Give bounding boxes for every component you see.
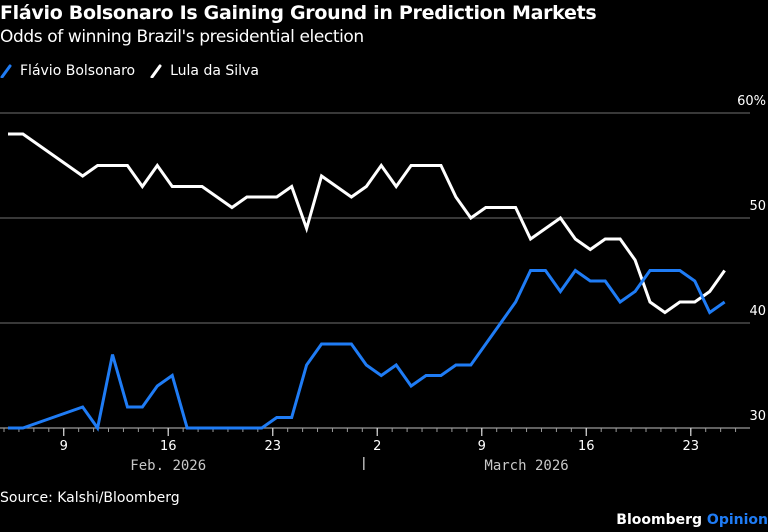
- legend-label-flavio: Flávio Bolsonaro: [20, 63, 136, 79]
- legend: Flávio Bolsonaro Lula da Silva: [0, 63, 274, 79]
- month-label: March 2026: [484, 458, 568, 474]
- brand-logo: Bloomberg Opinion: [616, 512, 768, 528]
- line-chart: 30 40 50 60% 9 16 23 2 9 16 23 Feb. 2026 March 2026: [0, 94, 766, 474]
- x-tick-label: 16: [160, 439, 177, 454]
- chart-subtitle: Odds of winning Brazil's presidential el…: [0, 27, 364, 47]
- legend-label-lula: Lula da Silva: [170, 63, 259, 79]
- x-tick-label: 9: [478, 439, 486, 454]
- brand-accent: Opinion: [706, 512, 768, 528]
- source-note: Source: Kalshi/Bloomberg: [0, 490, 180, 506]
- month-label: Feb. 2026: [130, 458, 206, 474]
- y-tick-label-30: 30: [749, 409, 766, 424]
- x-axis: [0, 427, 750, 470]
- label-layer: 30 40 50 60% 9 16 23 2 9 16 23 Feb. 2026 March 2026: [60, 94, 766, 474]
- legend-swatch-lula-icon: [150, 64, 162, 78]
- x-tick-label: 23: [683, 439, 700, 454]
- series-line-lula: [8, 132, 726, 315]
- legend-item-lula: Lula da Silva: [150, 63, 259, 79]
- x-tick-label: 2: [373, 439, 381, 454]
- x-tick-label: 16: [578, 439, 595, 454]
- brand-main: Bloomberg: [616, 512, 703, 528]
- grid-layer: [0, 112, 750, 324]
- chart-title: Flávio Bolsonaro Is Gaining Ground in Pr…: [0, 2, 597, 24]
- y-tick-label-40: 40: [749, 304, 766, 319]
- legend-swatch-flavio-icon: [0, 64, 12, 78]
- y-tick-label-60: 60%: [737, 94, 766, 109]
- legend-item-flavio: Flávio Bolsonaro: [0, 63, 135, 79]
- x-tick-label: 23: [264, 439, 281, 454]
- series-line-flavio: [8, 268, 726, 432]
- y-tick-label-50: 50: [749, 199, 766, 214]
- series-layer: [8, 132, 726, 432]
- x-tick-label: 9: [60, 439, 68, 454]
